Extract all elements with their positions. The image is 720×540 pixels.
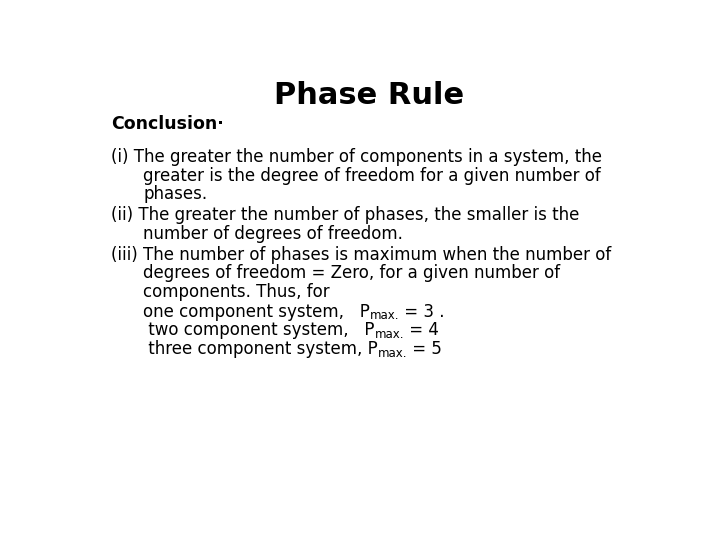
Text: degrees of freedom = Zero, for a given number of: degrees of freedom = Zero, for a given n… bbox=[143, 265, 560, 282]
Text: Phase Rule: Phase Rule bbox=[274, 82, 464, 111]
Text: Conclusion·: Conclusion· bbox=[111, 114, 224, 133]
Text: three component system, P: three component system, P bbox=[143, 340, 378, 358]
Text: greater is the degree of freedom for a given number of: greater is the degree of freedom for a g… bbox=[143, 167, 600, 185]
Text: components. Thus, for: components. Thus, for bbox=[143, 283, 330, 301]
Text: number of degrees of freedom.: number of degrees of freedom. bbox=[143, 225, 403, 243]
Text: two component system,   P: two component system, P bbox=[143, 321, 374, 339]
Text: (iii) The number of phases is maximum when the number of: (iii) The number of phases is maximum wh… bbox=[111, 246, 611, 264]
Text: one component system,   P: one component system, P bbox=[143, 302, 370, 321]
Text: max.: max. bbox=[378, 347, 408, 360]
Text: (i) The greater the number of components in a system, the: (i) The greater the number of components… bbox=[111, 148, 602, 166]
Text: = 5: = 5 bbox=[408, 340, 442, 358]
Text: = 3 .: = 3 . bbox=[400, 302, 445, 321]
Text: phases.: phases. bbox=[143, 185, 207, 204]
Text: max.: max. bbox=[374, 328, 404, 341]
Text: max.: max. bbox=[370, 309, 400, 322]
Text: (ii) The greater the number of phases, the smaller is the: (ii) The greater the number of phases, t… bbox=[111, 206, 580, 224]
Text: = 4: = 4 bbox=[404, 321, 439, 339]
